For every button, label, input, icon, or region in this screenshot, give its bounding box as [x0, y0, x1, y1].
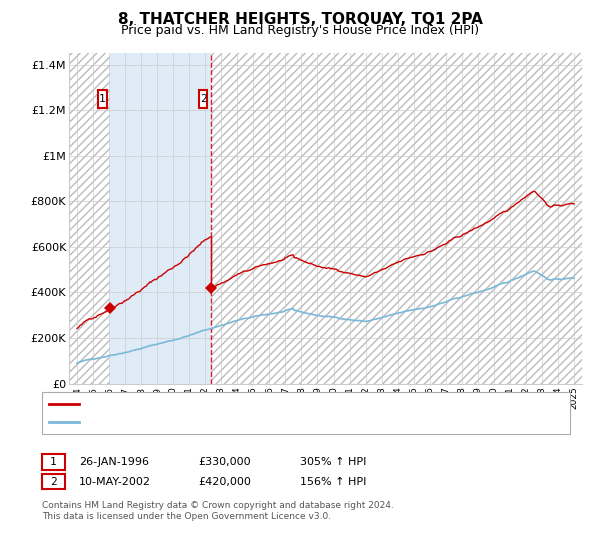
FancyBboxPatch shape — [98, 90, 107, 108]
Text: £420,000: £420,000 — [198, 477, 251, 487]
Text: 26-JAN-1996: 26-JAN-1996 — [79, 457, 149, 467]
Bar — [69, 53, 110, 384]
Bar — [110, 53, 211, 384]
Text: 10-MAY-2002: 10-MAY-2002 — [79, 477, 151, 487]
Text: Price paid vs. HM Land Registry's House Price Index (HPI): Price paid vs. HM Land Registry's House … — [121, 24, 479, 36]
Text: 305% ↑ HPI: 305% ↑ HPI — [300, 457, 367, 467]
FancyBboxPatch shape — [199, 90, 208, 108]
Text: 2: 2 — [200, 94, 206, 104]
Bar — [211, 53, 582, 384]
Text: 156% ↑ HPI: 156% ↑ HPI — [300, 477, 367, 487]
Text: 2: 2 — [50, 477, 57, 487]
Text: 1: 1 — [50, 457, 57, 467]
Text: HPI: Average price, detached house, Torbay: HPI: Average price, detached house, Torb… — [85, 417, 313, 427]
Text: 1: 1 — [99, 94, 106, 104]
Text: 8, THATCHER HEIGHTS, TORQUAY, TQ1 2PA: 8, THATCHER HEIGHTS, TORQUAY, TQ1 2PA — [118, 12, 482, 27]
Text: £330,000: £330,000 — [198, 457, 251, 467]
Text: Contains HM Land Registry data © Crown copyright and database right 2024.
This d: Contains HM Land Registry data © Crown c… — [42, 501, 394, 521]
Text: 8, THATCHER HEIGHTS, TORQUAY, TQ1 2PA (detached house): 8, THATCHER HEIGHTS, TORQUAY, TQ1 2PA (d… — [85, 399, 404, 409]
